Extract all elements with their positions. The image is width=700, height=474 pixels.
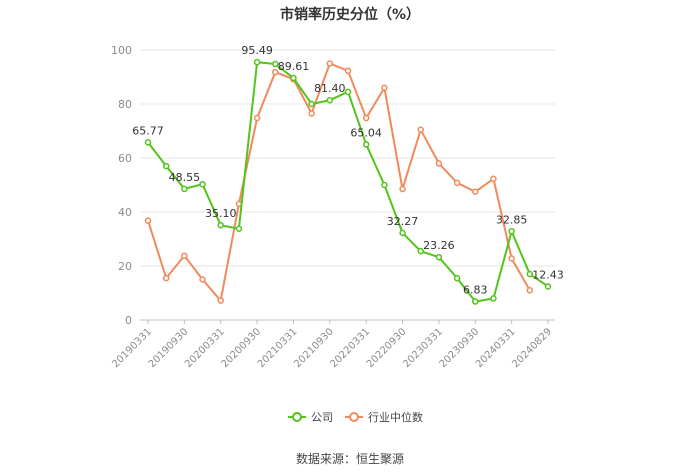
data-point-1: [162, 274, 170, 282]
y-tick-label: 100: [111, 44, 132, 57]
data-point-0: [544, 283, 552, 290]
data-point-0: [253, 58, 261, 66]
data-label: 23.26: [423, 239, 455, 252]
data-point-0: [344, 88, 352, 96]
data-label: 95.49: [241, 44, 273, 57]
data-point-0: [472, 298, 479, 305]
data-point-0: [453, 274, 461, 282]
data-label: 32.85: [496, 213, 528, 226]
legend-marker: [349, 412, 359, 422]
data-point-1: [144, 217, 152, 224]
data-point-1: [490, 175, 497, 183]
data-point-0: [417, 247, 424, 255]
data-point-1: [253, 114, 261, 122]
data-point-0: [144, 139, 152, 146]
data-label: 81.40: [314, 82, 346, 95]
y-tick-label: 60: [118, 152, 132, 165]
data-point-0: [308, 100, 315, 108]
data-point-0: [162, 162, 170, 170]
data-label: 6.83: [463, 284, 488, 297]
data-point-1: [435, 160, 443, 167]
data-point-0: [326, 96, 334, 104]
y-tick-label: 40: [118, 206, 132, 219]
data-label: 65.77: [132, 124, 164, 137]
data-point-1: [508, 255, 515, 262]
data-label: 89.61: [278, 60, 310, 73]
chart-title: 市销率历史分位（%）: [279, 7, 421, 23]
legend-label: 公司: [311, 411, 333, 424]
data-label: 32.27: [387, 215, 419, 228]
legend-marker: [292, 412, 302, 422]
data-point-0: [435, 253, 443, 261]
data-point-0: [235, 225, 243, 232]
data-point-1: [308, 110, 315, 117]
data-point-0: [526, 270, 534, 278]
data-point-1: [217, 297, 224, 304]
data-point-0: [217, 221, 224, 229]
data-point-0: [199, 180, 206, 188]
data-point-0: [362, 141, 370, 148]
data-point-0: [508, 228, 515, 235]
data-point-0: [272, 60, 279, 68]
data-point-1: [472, 188, 479, 195]
data-point-1: [399, 185, 406, 193]
data-point-1: [272, 68, 279, 76]
data-point-0: [399, 229, 406, 237]
data-point-1: [344, 67, 352, 75]
data-point-0: [490, 295, 497, 302]
y-tick-label: 80: [118, 98, 132, 111]
data-point-0: [290, 74, 297, 82]
data-point-0: [181, 185, 188, 193]
data-point-1: [526, 287, 534, 294]
data-point-1: [326, 60, 334, 67]
x-tick-label: 20240829: [510, 326, 554, 370]
data-source-note: 数据来源：恒生聚源: [295, 452, 404, 466]
data-point-1: [181, 252, 188, 259]
data-label: 12.43: [532, 268, 564, 281]
series-line-1: [147, 62, 531, 303]
legend-label: 行业中位数: [368, 410, 423, 424]
data-point-0: [381, 181, 388, 189]
data-label: 48.55: [169, 171, 201, 184]
data-point-1: [417, 126, 424, 133]
data-point-1: [362, 114, 370, 122]
data-label: 65.04: [350, 126, 382, 139]
y-tick-label: 0: [125, 314, 132, 327]
data-label: 35.10: [205, 207, 237, 220]
data-point-1: [381, 84, 388, 92]
y-tick-label: 20: [118, 260, 132, 273]
data-point-1: [199, 276, 206, 283]
data-point-1: [453, 179, 461, 187]
